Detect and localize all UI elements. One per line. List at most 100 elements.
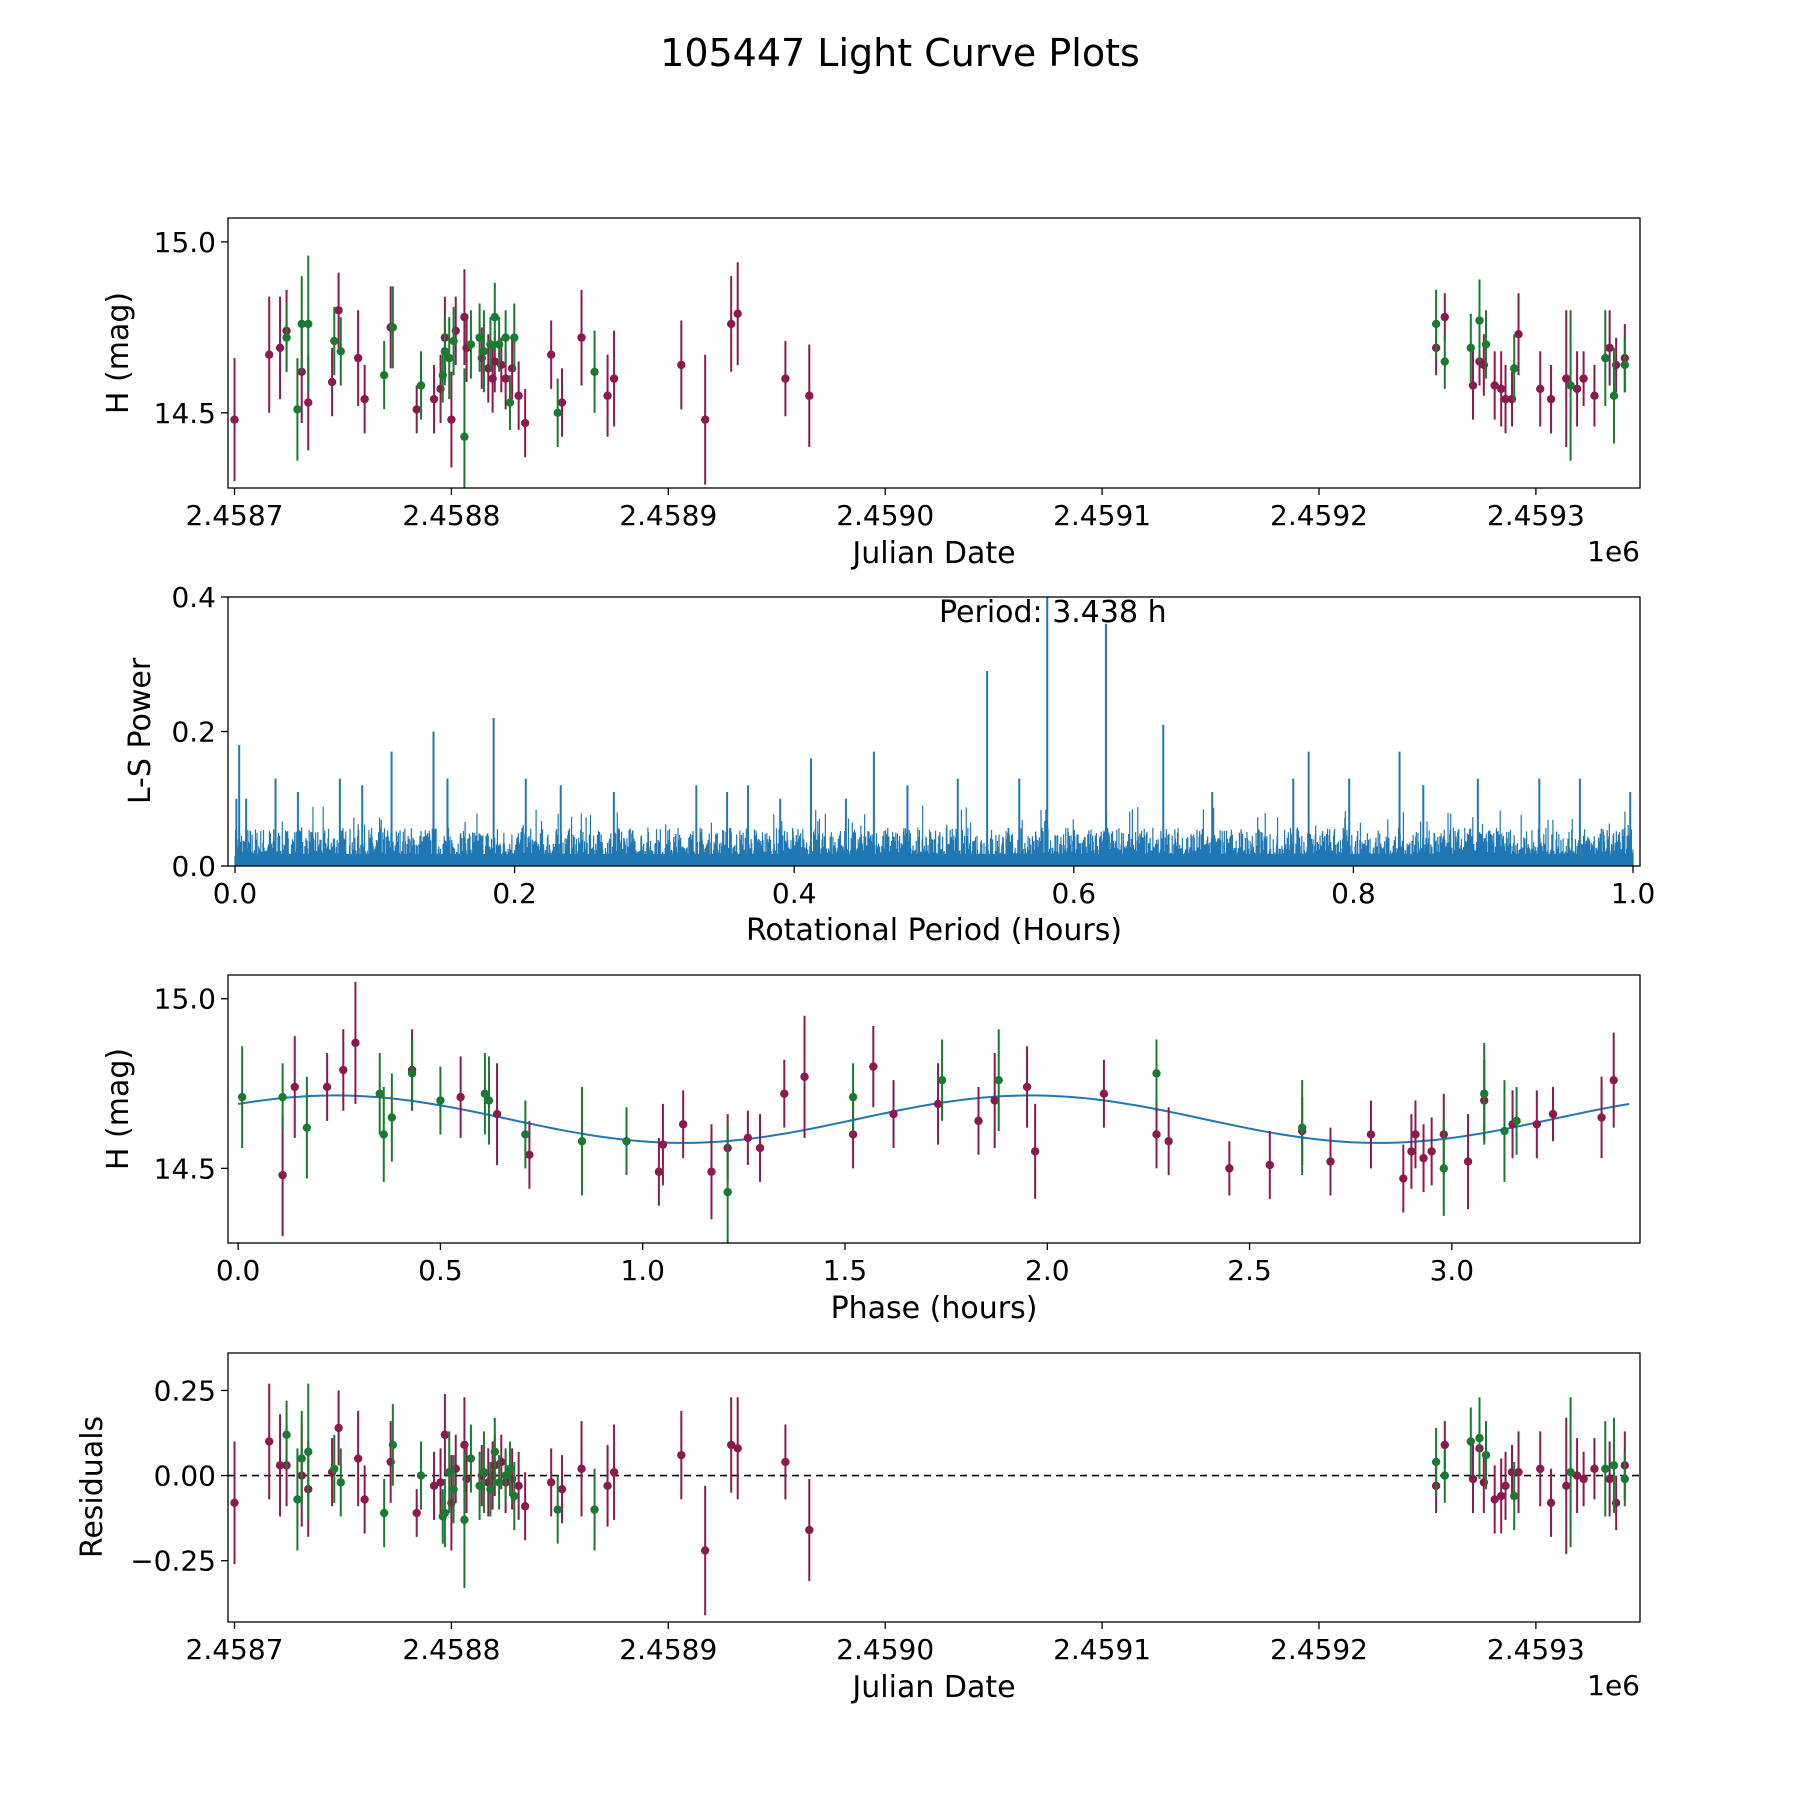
magenta-data-point (1440, 312, 1449, 322)
magenta-data-point (1440, 1440, 1449, 1450)
x-tick-label: 2.4593 (1487, 499, 1585, 532)
magenta-data-point (889, 1109, 898, 1119)
green-data-point (293, 1495, 302, 1504)
magenta-data-point (1501, 1481, 1510, 1490)
magenta-data-point (800, 1072, 809, 1081)
green-data-point (505, 398, 515, 407)
green-data-point (1601, 353, 1610, 363)
green-data-point (479, 347, 489, 356)
green-data-point (501, 1471, 510, 1480)
magenta-data-point (1099, 1089, 1109, 1098)
magenta-data-point (1463, 1157, 1473, 1166)
green-data-point (466, 340, 476, 349)
green-data-point (1481, 340, 1491, 349)
magenta-data-point (1366, 1130, 1376, 1139)
magenta-data-point (609, 374, 619, 383)
panel3-y-ticks: 15.0 14.5 (154, 983, 228, 1185)
y-tick-label: 0.2 (171, 716, 216, 749)
x-tick-label: 0.2 (492, 877, 537, 910)
magenta-data-point (990, 1096, 999, 1105)
green-data-point (466, 1454, 476, 1463)
green-data-point (1152, 1069, 1161, 1078)
green-data-point (440, 1508, 450, 1518)
magenta-data-point (353, 1454, 363, 1463)
green-data-point (445, 353, 454, 363)
magenta-data-point (1590, 391, 1599, 400)
panel2-plot-area (234, 597, 1634, 866)
panel4-x-ticks: 2.4587 2.4588 2.4589 2.4590 2.4591 2.4592 2.45… (186, 1622, 1585, 1666)
x-tick-label: 2.4587 (186, 499, 284, 532)
green-data-point (1440, 1471, 1449, 1480)
magenta-data-point (805, 1525, 814, 1535)
x-tick-label: 3.0 (1430, 1254, 1475, 1287)
magenta-data-point (1536, 384, 1545, 394)
magenta-data-point (501, 374, 510, 383)
green-data-point (994, 1075, 1003, 1085)
magenta-data-point (360, 1495, 369, 1504)
magenta-data-point (577, 1464, 586, 1473)
panel2-x-ticks: 0.0 0.2 0.4 0.6 0.8 1.0 (213, 866, 1655, 910)
x-tick-label: 2.4590 (836, 499, 934, 532)
panel1-y-label: H (mag) (101, 292, 136, 414)
x-tick-label: 2.4592 (1270, 1633, 1368, 1666)
x-tick-label: 2.4589 (619, 1633, 717, 1666)
magenta-data-point (546, 350, 556, 359)
green-data-point (336, 347, 345, 356)
panel1-plot-area (230, 255, 1630, 488)
green-data-point (1566, 1467, 1575, 1477)
magenta-data-point (1496, 384, 1506, 394)
x-tick-label: 0.5 (418, 1254, 463, 1287)
x-tick-label: 0.8 (1331, 877, 1376, 910)
x-tick-label: 1.0 (620, 1254, 665, 1287)
panel1-x-label: Julian Date (850, 536, 1015, 571)
green-data-point (237, 1092, 247, 1102)
magenta-data-point (327, 377, 337, 387)
panel1-x-offset: 1e6 (1587, 535, 1640, 568)
x-tick-label: 2.4589 (619, 499, 717, 532)
green-data-point (501, 333, 510, 342)
x-tick-label: 2.0 (1025, 1254, 1070, 1287)
green-data-point (1481, 1450, 1491, 1460)
green-data-point (1566, 381, 1575, 390)
magenta-data-point (1407, 1147, 1416, 1156)
green-data-point (553, 1505, 562, 1514)
y-tick-label: −0.25 (130, 1545, 216, 1578)
green-data-point (1620, 360, 1630, 370)
panel3-y-label: H (mag) (101, 1048, 136, 1170)
green-data-point (449, 1485, 458, 1494)
magenta-data-point (557, 398, 567, 407)
magenta-data-point (603, 391, 612, 400)
magenta-data-point (780, 1089, 789, 1098)
magenta-data-point (275, 1461, 285, 1470)
magenta-data-point (492, 1109, 502, 1119)
x-tick-label: 0.0 (216, 1254, 261, 1287)
magenta-data-point (456, 1092, 465, 1102)
green-data-point (1500, 1126, 1509, 1136)
green-data-point (436, 1096, 445, 1105)
green-data-point (407, 1069, 417, 1078)
magenta-data-point (869, 1062, 878, 1071)
panel4-x-label: Julian Date (850, 1670, 1015, 1705)
magenta-data-point (1532, 1120, 1542, 1129)
magenta-data-point (1399, 1174, 1408, 1183)
magenta-data-point (1605, 343, 1614, 353)
magenta-data-point (546, 1478, 556, 1487)
green-data-point (1480, 1089, 1489, 1098)
magenta-data-point (275, 343, 285, 353)
magenta-data-point (334, 306, 343, 315)
magenta-data-point (1490, 381, 1499, 390)
green-data-point (293, 405, 302, 414)
green-data-point (379, 1508, 389, 1518)
magenta-data-point (360, 394, 369, 404)
x-tick-label: 2.4591 (1053, 499, 1151, 532)
magenta-data-point (1411, 1130, 1420, 1139)
green-data-point (1466, 343, 1476, 353)
panel2-frame (227, 596, 1641, 867)
periodogram-floor (234, 853, 1634, 866)
green-data-point (723, 1187, 732, 1197)
green-data-point (1439, 1164, 1448, 1173)
green-data-point (1609, 1461, 1619, 1470)
magenta-data-point (304, 398, 313, 407)
magenta-data-point (700, 1546, 710, 1555)
